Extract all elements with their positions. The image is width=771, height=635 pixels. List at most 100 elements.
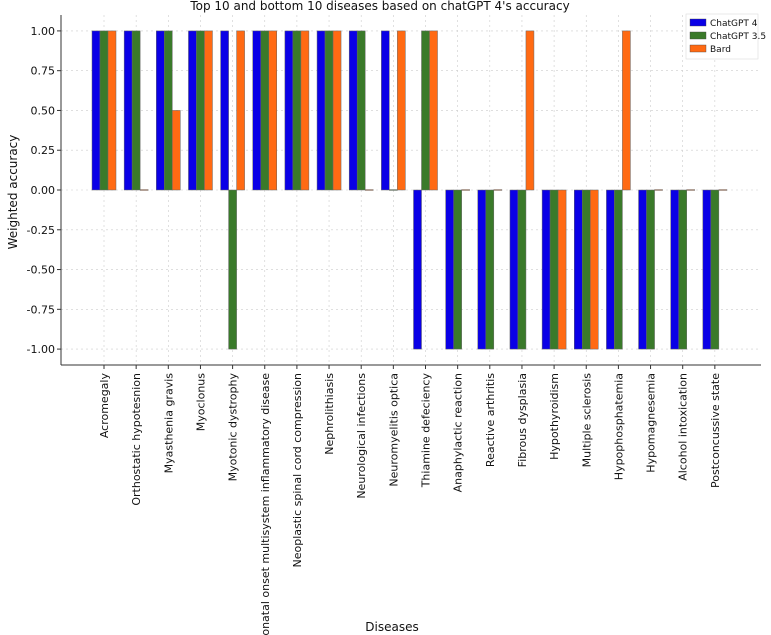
x-ticks: Acromegaly Orthostatic hypotesnion Myasthe… xyxy=(98,365,722,635)
bar-chatgpt-3-5-12 xyxy=(485,189,495,350)
y-tick-label: 0.75 xyxy=(31,65,56,78)
bar-chatgpt-4-1 xyxy=(123,30,133,191)
bar-bard-9 xyxy=(397,30,406,191)
bar-chatgpt-4-17 xyxy=(638,189,647,350)
x-tick-label: Neuromyelitis optica xyxy=(387,373,400,487)
y-tick-label: 0.50 xyxy=(31,104,56,117)
bar-bard-14 xyxy=(557,189,567,350)
x-tick-label: Hypophosphatemia xyxy=(612,373,625,480)
y-axis-label: Weighted accuracy xyxy=(6,135,20,250)
bar-chatgpt-3-5-14 xyxy=(549,189,559,350)
x-tick-label: Myoclonus xyxy=(194,373,207,432)
y-tick-label: 0.25 xyxy=(31,144,56,157)
chart-title: Top 10 and bottom 10 diseases based on c… xyxy=(189,0,569,13)
x-tick-label: Anaphylactic reaction xyxy=(452,373,465,492)
y-tick-label: -0.25 xyxy=(27,224,55,237)
x-tick-label: Neurological infections xyxy=(355,373,368,499)
bar-chatgpt-3-5-0 xyxy=(99,30,109,191)
bar-bard-12 xyxy=(493,189,503,191)
x-axis-label: Diseases xyxy=(365,620,418,634)
bar-bard-10 xyxy=(429,30,438,191)
y-ticks: 1.00 0.75 0.50 0.25 0.00 -0.25 -0.50 -0.75 -1.00 xyxy=(27,25,61,356)
legend-label: ChatGPT 3.5 xyxy=(710,32,766,42)
x-tick-label: Postconcussive state xyxy=(709,373,722,488)
bar-chatgpt-4-11 xyxy=(445,189,454,350)
legend-swatch xyxy=(689,44,707,53)
bar-chatgpt-3-5-6 xyxy=(292,30,302,191)
bar-chatgpt-3-5-2 xyxy=(164,30,173,191)
bar-chatgpt-3-5-7 xyxy=(324,30,334,191)
bar-chatgpt-4-3 xyxy=(188,30,197,191)
x-tick-label: Hypothyroidism xyxy=(548,373,561,460)
x-tick-label: Thiamine defeciency xyxy=(420,373,433,489)
bar-bard-1 xyxy=(139,189,149,191)
bar-chatgpt-4-12 xyxy=(477,189,487,350)
bar-chatgpt-4-15 xyxy=(574,189,583,350)
y-tick-label: -0.75 xyxy=(27,303,55,316)
bar-chatgpt-4-10 xyxy=(413,189,422,350)
x-tick-label: Alcohol intoxication xyxy=(677,373,690,481)
bar-chatgpt-4-16 xyxy=(606,189,615,350)
legend-label: ChatGPT 4 xyxy=(710,19,758,29)
bar-chatgpt-4-4 xyxy=(220,30,229,191)
x-tick-label: Neonatal onset multisystem inflammatory … xyxy=(259,373,272,635)
x-tick-label: Acromegaly xyxy=(98,373,111,439)
x-tick-label: Multiple sclerosis xyxy=(580,373,593,468)
bar-chatgpt-3-5-17 xyxy=(646,189,655,350)
bar-chatgpt-3-5-8 xyxy=(356,30,366,191)
legend: ChatGPT 4 ChatGPT 3.5 Bard xyxy=(685,13,766,60)
x-tick-label: Nephrolithiasis xyxy=(323,373,336,455)
bar-bard-4 xyxy=(236,30,245,191)
bar-chatgpt-4-13 xyxy=(509,189,519,350)
x-tick-label: Orthostatic hypotesnion xyxy=(130,373,143,506)
bar-bard-6 xyxy=(300,30,310,191)
bar-chatgpt-3-5-11 xyxy=(453,189,462,350)
bar-chatgpt-4-7 xyxy=(316,30,326,191)
bar-chatgpt-3-5-18 xyxy=(678,189,687,350)
bar-bard-16 xyxy=(622,30,631,191)
bar-chatgpt-4-19 xyxy=(702,189,712,350)
bar-chatgpt-3-5-16 xyxy=(614,189,623,350)
bar-chatgpt-4-9 xyxy=(381,30,390,191)
y-tick-label: 1.00 xyxy=(31,25,56,38)
bar-chatgpt-3-5-9 xyxy=(389,189,398,191)
x-tick-label: Myasthenia gravis xyxy=(162,373,175,474)
bar-bard-15 xyxy=(590,189,599,350)
x-tick-label: Myotonic dystrophy xyxy=(227,373,240,482)
x-tick-label: Fibrous dysplasia xyxy=(516,373,529,467)
bar-chatgpt-3-5-4 xyxy=(228,189,237,350)
x-tick-label: Neoplastic spinal cord compression xyxy=(291,373,304,568)
bar-bard-3 xyxy=(204,30,213,191)
x-tick-label: Hypomagnesemia xyxy=(645,373,658,473)
y-tick-label: 0.00 xyxy=(31,184,56,197)
legend-swatch xyxy=(689,31,707,40)
bar-chatgpt-3-5-5 xyxy=(260,30,269,191)
bar-chatgpt-4-18 xyxy=(670,189,679,350)
bar-chatgpt-4-8 xyxy=(348,30,358,191)
x-tick-label: Reactive arthritis xyxy=(484,373,497,467)
bar-chatgpt-4-2 xyxy=(156,30,165,191)
bar-chatgpt-3-5-3 xyxy=(196,30,205,191)
bar-chatgpt-4-14 xyxy=(541,189,551,350)
bar-bard-2 xyxy=(172,110,181,191)
bar-chatgpt-4-0 xyxy=(91,30,101,191)
bar-bard-0 xyxy=(107,30,117,191)
bar-chatgpt-3-5-13 xyxy=(517,189,527,350)
bar-chatgpt-3-5-10 xyxy=(421,30,430,191)
y-tick-label: -0.50 xyxy=(27,264,55,277)
bars xyxy=(91,30,728,350)
bar-chatgpt-3-5-15 xyxy=(582,189,591,350)
bar-bard-8 xyxy=(364,189,374,191)
bar-bard-7 xyxy=(332,30,342,191)
legend-swatch xyxy=(689,18,707,27)
bar-bard-5 xyxy=(268,30,277,191)
y-tick-label: -1.00 xyxy=(27,343,55,356)
bar-chatgpt-4-5 xyxy=(252,30,261,191)
bar-chatgpt-4-6 xyxy=(284,30,294,191)
bar-bard-18 xyxy=(686,189,695,191)
bar-chatgpt-3-5-1 xyxy=(131,30,141,191)
bar-bard-19 xyxy=(718,189,728,191)
legend-label: Bard xyxy=(710,45,731,55)
